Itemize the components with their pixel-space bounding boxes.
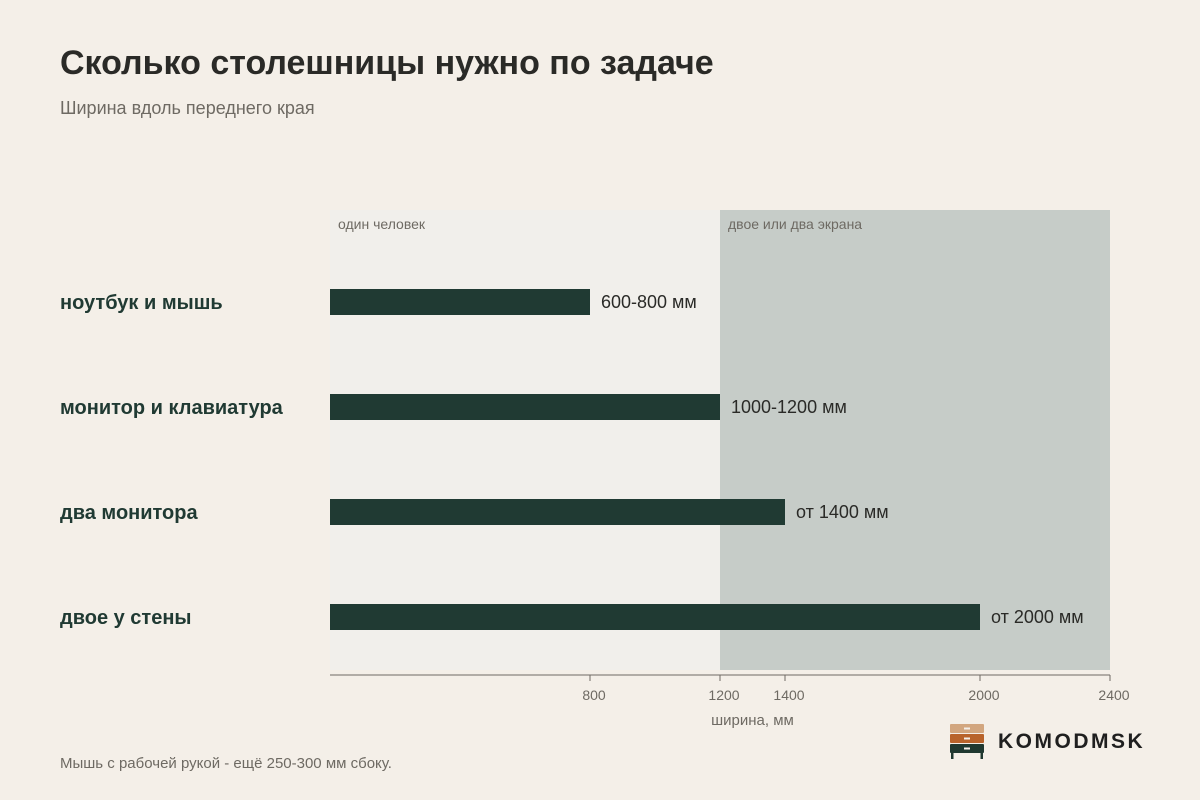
value-label: от 1400 мм xyxy=(796,502,889,522)
value-label: 600-800 мм xyxy=(601,292,697,312)
x-tick-label: 800 xyxy=(582,687,606,703)
footnote: Мышь с рабочей рукой - ещё 250-300 мм сб… xyxy=(60,755,392,772)
logo-leg xyxy=(980,753,983,759)
zone-label: один человек xyxy=(338,216,426,232)
category-label: двое у стены xyxy=(60,607,192,629)
zone-label: двое или два экрана xyxy=(728,216,862,232)
category-label: ноутбук и мышь xyxy=(60,292,223,314)
logo-leg xyxy=(951,753,954,759)
category-label: монитор и клавиатура xyxy=(60,397,284,419)
bar xyxy=(330,604,980,630)
logo-handle xyxy=(964,747,970,750)
zone-band xyxy=(720,210,1110,670)
dresser-icon xyxy=(950,724,984,759)
category-label: два монитора xyxy=(60,502,198,524)
logo-handle xyxy=(964,737,970,740)
brand-logo: KOMODMSK xyxy=(950,722,1145,762)
value-label: 1000-1200 мм xyxy=(731,397,847,417)
chart-title: Сколько столешницы нужно по задаче xyxy=(60,44,714,82)
x-tick-label: 1200 xyxy=(708,687,739,703)
x-tick-label: 1400 xyxy=(773,687,804,703)
x-tick-label: 2000 xyxy=(968,687,999,703)
x-tick-label: 2400 xyxy=(1098,687,1129,703)
bar xyxy=(330,394,720,420)
bar xyxy=(330,499,785,525)
x-axis-title: ширина, мм xyxy=(711,712,794,729)
zone-band xyxy=(330,210,720,670)
chart-subtitle: Ширина вдоль переднего края xyxy=(60,98,315,118)
value-label: от 2000 мм xyxy=(991,607,1084,627)
brand-name: KOMODMSK xyxy=(998,730,1146,753)
logo-handle xyxy=(964,727,970,730)
bar xyxy=(330,289,590,315)
